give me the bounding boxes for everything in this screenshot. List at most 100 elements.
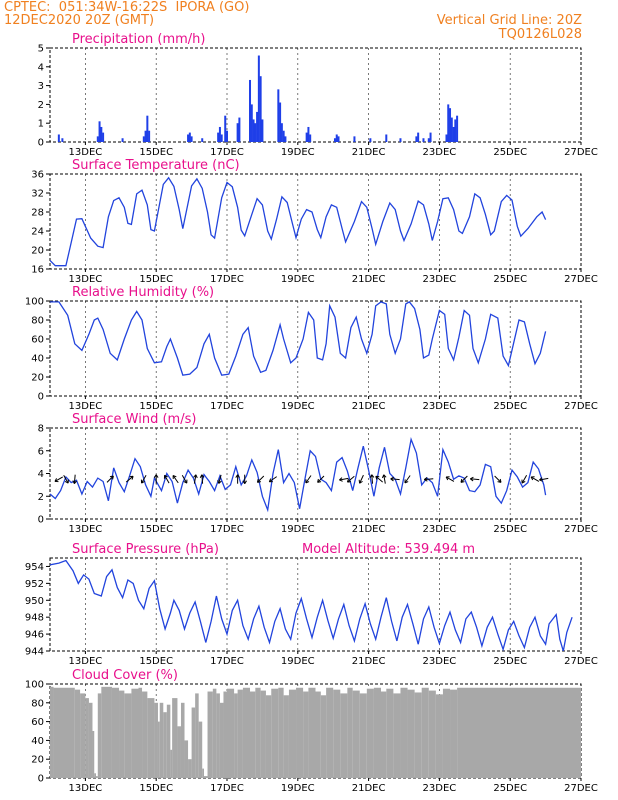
wind-vector-arrow [163,474,170,484]
cloud-bar [88,702,93,778]
wind-vector-arrow [521,475,528,484]
y-tick-label: 2 [38,492,44,503]
cloud-bar [216,693,220,778]
wind-vector-arrow [63,475,69,484]
x-tick-label: 27DEC [564,524,598,535]
cloud-bar [234,693,238,778]
plot-frame [49,47,582,143]
x-tick-label: 25DEC [493,274,527,285]
x-tick-label: 13DEC [69,401,103,412]
precip-bar [57,134,60,142]
cloud-bar [111,687,120,778]
x-tick-label: 17DEC [210,524,244,535]
header-model: TQ0126L028 [498,27,582,42]
precip-bar [337,136,340,142]
precip-bar [422,138,425,142]
y-tick-label: 20 [31,755,44,766]
precip-bar [309,134,312,142]
wind-vector-arrow [470,476,480,482]
x-tick-label: 21DEC [352,524,386,535]
cloud-bar [177,726,181,778]
cloud-bar [333,689,341,778]
cloud-bar [296,687,304,778]
wind-vector-arrow [125,475,134,483]
cloud-bar [219,702,224,778]
cloud-bar [352,690,360,778]
y-tick-label: 948 [25,613,44,624]
x-tick-label: 21DEC [352,401,386,412]
series-line [50,559,573,651]
x-tick-label: 19DEC [281,783,315,794]
x-tick-label: 15DEC [139,147,173,158]
precip-bar [427,138,430,142]
series-line [50,437,547,513]
y-tick-label: 100 [25,297,44,308]
cloud-bar [80,693,86,778]
y-tick-label: 952 [25,579,44,590]
x-tick-label: 27DEC [564,147,598,158]
x-tick-label: 27DEC [564,656,598,667]
cloud-bar [347,687,353,778]
x-tick-label: 17DEC [210,783,244,794]
wind-vector-arrow [530,476,540,482]
y-tick-label: 16 [31,265,44,276]
cloud-bar [315,691,321,778]
x-tick-label: 13DEC [69,524,103,535]
y-tick-label: 80 [31,698,44,709]
y-tick-label: 32 [31,189,44,200]
x-tick-label: 25DEC [493,783,527,794]
precip-bar [280,123,283,142]
x-tick-label: 21DEC [352,783,386,794]
cloud-bar [373,687,381,778]
wind-vector-arrow [445,476,455,482]
cloud-bar [400,687,408,778]
x-tick-label: 23DEC [423,147,457,158]
precip-bar [282,130,285,142]
cloud-bar [203,776,208,778]
cloud-bar [198,721,203,778]
precip-bar [279,102,282,142]
x-tick-label: 17DEC [210,274,244,285]
y-tick-label: 0 [38,138,44,149]
cloud-bar [154,702,158,778]
cloud-bar [191,707,196,778]
wind-vector-arrow [72,474,77,484]
y-tick-label: 4 [38,62,44,73]
wind-vector-arrow [381,474,387,484]
y-tick-label: 0 [38,774,44,785]
cloud-bar [94,773,97,778]
cloud-bar [184,740,189,778]
wind-vector-arrow [494,475,502,483]
precip-bar [261,119,264,142]
wind-vector-arrow [268,476,277,483]
wind-vector-arrow [140,475,147,484]
precip-bar [305,132,308,142]
precip-bar [217,132,220,142]
precip-bar [454,119,457,142]
panel-title: Surface Temperature (nC) [72,158,240,173]
x-tick-label: 19DEC [281,656,315,667]
wind-vector-arrow [346,475,355,483]
precip-bar [277,89,280,142]
wind-vector-arrow [242,474,247,484]
x-tick-label: 25DEC [493,524,527,535]
y-tick-label: 40 [31,354,44,365]
panel-title: Precipitation (mm/h) [72,32,205,47]
cloud-bar [278,687,284,778]
x-tick-label: 17DEC [210,656,244,667]
precip-bar [445,134,448,142]
y-tick-label: 4 [38,469,44,480]
wind-vector-arrow [539,477,549,482]
panel-title: Cloud Cover (%) [72,668,178,683]
precip-bar [238,117,241,142]
cloud-bar [407,689,415,778]
panel-3: 0 2 4 6 8 13DEC 15DEC 17DEC 19DEC 21DEC 23DEC 25DEC… [38,412,598,535]
precip-bar [254,123,257,142]
x-tick-label: 23DEC [423,401,457,412]
precip-bar [447,104,450,142]
x-tick-label: 17DEC [210,147,244,158]
wind-vector-arrow [181,475,188,484]
precip-bar [415,136,418,142]
precip-bar [257,55,260,142]
cloud-bar [180,702,185,778]
